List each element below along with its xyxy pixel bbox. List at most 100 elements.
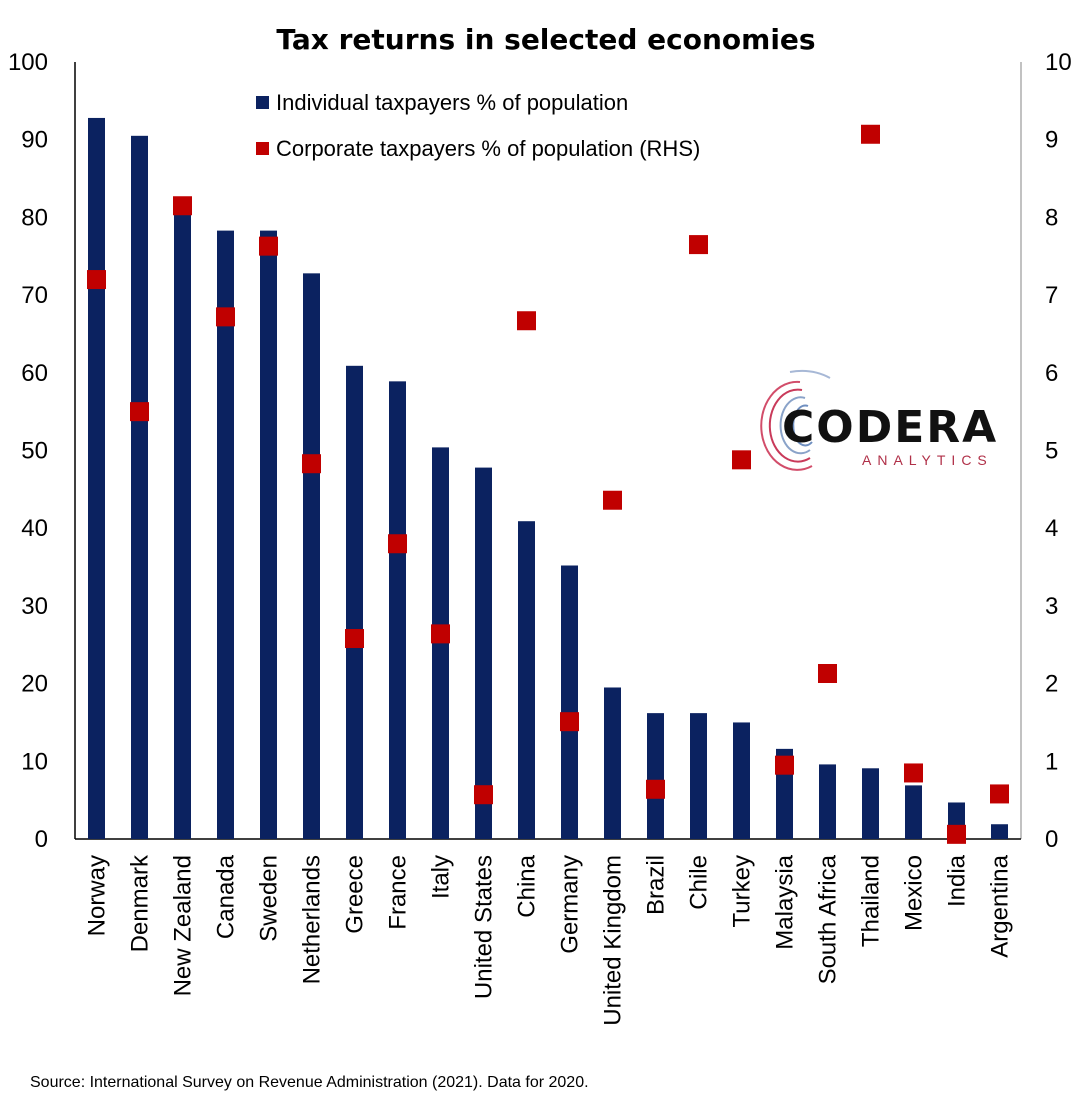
chart-title: Tax returns in selected economies — [276, 23, 815, 56]
bar-argentina — [991, 824, 1008, 839]
marker-norway — [87, 270, 106, 290]
marker-denmark — [130, 402, 149, 422]
category-label: China — [514, 854, 541, 917]
bar-new-zealand — [174, 209, 191, 839]
bar-united-states — [475, 467, 492, 839]
logo-subtitle: ANALYTICS — [862, 452, 993, 468]
category-label: Germany — [557, 855, 584, 954]
category-labels: Norway Denmark New Zealand Canada Sweden Neth… — [84, 854, 1014, 1026]
category-label: Sweden — [256, 855, 283, 942]
category-label: Italy — [428, 855, 455, 899]
logo-wordmark: CODERA — [782, 402, 998, 453]
bar-greece — [346, 365, 363, 839]
bar-brazil — [647, 713, 664, 839]
category-label: Brazil — [643, 855, 670, 915]
category-label: Norway — [84, 855, 111, 936]
marker-united-kingdom — [603, 490, 622, 510]
marker-greece — [345, 629, 364, 649]
left-tick-label: 80 — [21, 204, 48, 231]
left-tick-label: 70 — [21, 282, 48, 309]
marker-brazil — [646, 779, 665, 799]
marker-malaysia — [775, 755, 794, 775]
marker-argentina — [990, 784, 1009, 804]
marker-sweden — [259, 236, 278, 256]
category-label: Thailand — [858, 855, 885, 947]
category-label: Denmark — [127, 854, 154, 952]
left-tick-label: 100 — [8, 49, 48, 76]
left-tick-label: 60 — [21, 360, 48, 387]
left-tick-label: 0 — [35, 826, 48, 853]
legend-swatch-individual — [256, 96, 269, 109]
marker-china — [517, 311, 536, 331]
left-tick-label: 40 — [21, 515, 48, 542]
category-label: Chile — [686, 855, 713, 910]
bar-turkey — [733, 722, 750, 839]
marker-netherlands — [302, 454, 321, 474]
bar-canada — [217, 230, 234, 839]
bar-china — [518, 521, 535, 839]
bar-united-kingdom — [604, 687, 621, 839]
left-tick-label: 90 — [21, 127, 48, 154]
marker-series-corporate — [87, 124, 1009, 844]
marker-new-zealand — [173, 196, 192, 216]
right-axis-ticks: 0 1 2 3 4 5 6 7 8 9 10 — [1045, 49, 1072, 853]
legend: Individual taxpayers % of population Cor… — [256, 90, 700, 161]
right-tick-label: 4 — [1045, 515, 1058, 542]
bar-germany — [561, 565, 578, 839]
category-label: Turkey — [729, 855, 756, 927]
category-label: New Zealand — [170, 855, 197, 996]
marker-chile — [689, 235, 708, 255]
marker-south-africa — [818, 663, 837, 683]
right-tick-label: 0 — [1045, 826, 1058, 853]
category-label: Netherlands — [299, 855, 326, 984]
bar-sweden — [260, 230, 277, 839]
fingerprint-icon — [760, 369, 831, 471]
legend-label-individual: Individual taxpayers % of population — [276, 90, 628, 115]
marker-canada — [216, 307, 235, 327]
right-tick-label: 8 — [1045, 204, 1058, 231]
category-label: Canada — [213, 854, 240, 939]
marker-france — [388, 534, 407, 554]
bar-denmark — [131, 135, 148, 839]
right-tick-label: 2 — [1045, 671, 1058, 698]
category-label: Malaysia — [772, 854, 799, 949]
bar-mexico — [905, 785, 922, 839]
legend-swatch-corporate — [256, 142, 269, 155]
bar-south-africa — [819, 764, 836, 839]
bar-thailand — [862, 768, 879, 839]
category-label: United States — [471, 855, 498, 999]
left-axis-ticks: 0 10 20 30 40 50 60 70 80 90 100 — [8, 49, 48, 853]
right-tick-label: 6 — [1045, 360, 1058, 387]
marker-italy — [431, 624, 450, 644]
category-label: India — [944, 854, 971, 907]
marker-germany — [560, 712, 579, 732]
marker-thailand — [861, 124, 880, 144]
right-tick-label: 10 — [1045, 49, 1072, 76]
right-tick-label: 9 — [1045, 127, 1058, 154]
source-note: Source: International Survey on Revenue … — [30, 1074, 589, 1091]
left-tick-label: 50 — [21, 438, 48, 465]
marker-united-states — [474, 785, 493, 805]
bar-series-individual — [88, 117, 1008, 840]
marker-mexico — [904, 763, 923, 783]
right-tick-label: 3 — [1045, 593, 1058, 620]
category-label: United Kingdom — [600, 855, 627, 1026]
bar-netherlands — [303, 273, 320, 839]
category-label: Argentina — [987, 854, 1014, 957]
right-tick-label: 7 — [1045, 282, 1058, 309]
category-label: France — [385, 855, 412, 930]
left-tick-label: 30 — [21, 593, 48, 620]
bar-france — [389, 381, 406, 839]
left-tick-label: 10 — [21, 748, 48, 775]
left-tick-label: 20 — [21, 671, 48, 698]
category-label: South Africa — [815, 854, 842, 984]
category-label: Mexico — [901, 855, 928, 931]
codera-logo: CODERA ANALYTICS — [760, 369, 998, 471]
legend-label-corporate: Corporate taxpayers % of population (RHS… — [276, 136, 700, 161]
right-tick-label: 1 — [1045, 748, 1058, 775]
marker-india — [947, 824, 966, 844]
bar-chile — [690, 713, 707, 839]
category-label: Greece — [342, 855, 369, 934]
right-tick-label: 5 — [1045, 438, 1058, 465]
